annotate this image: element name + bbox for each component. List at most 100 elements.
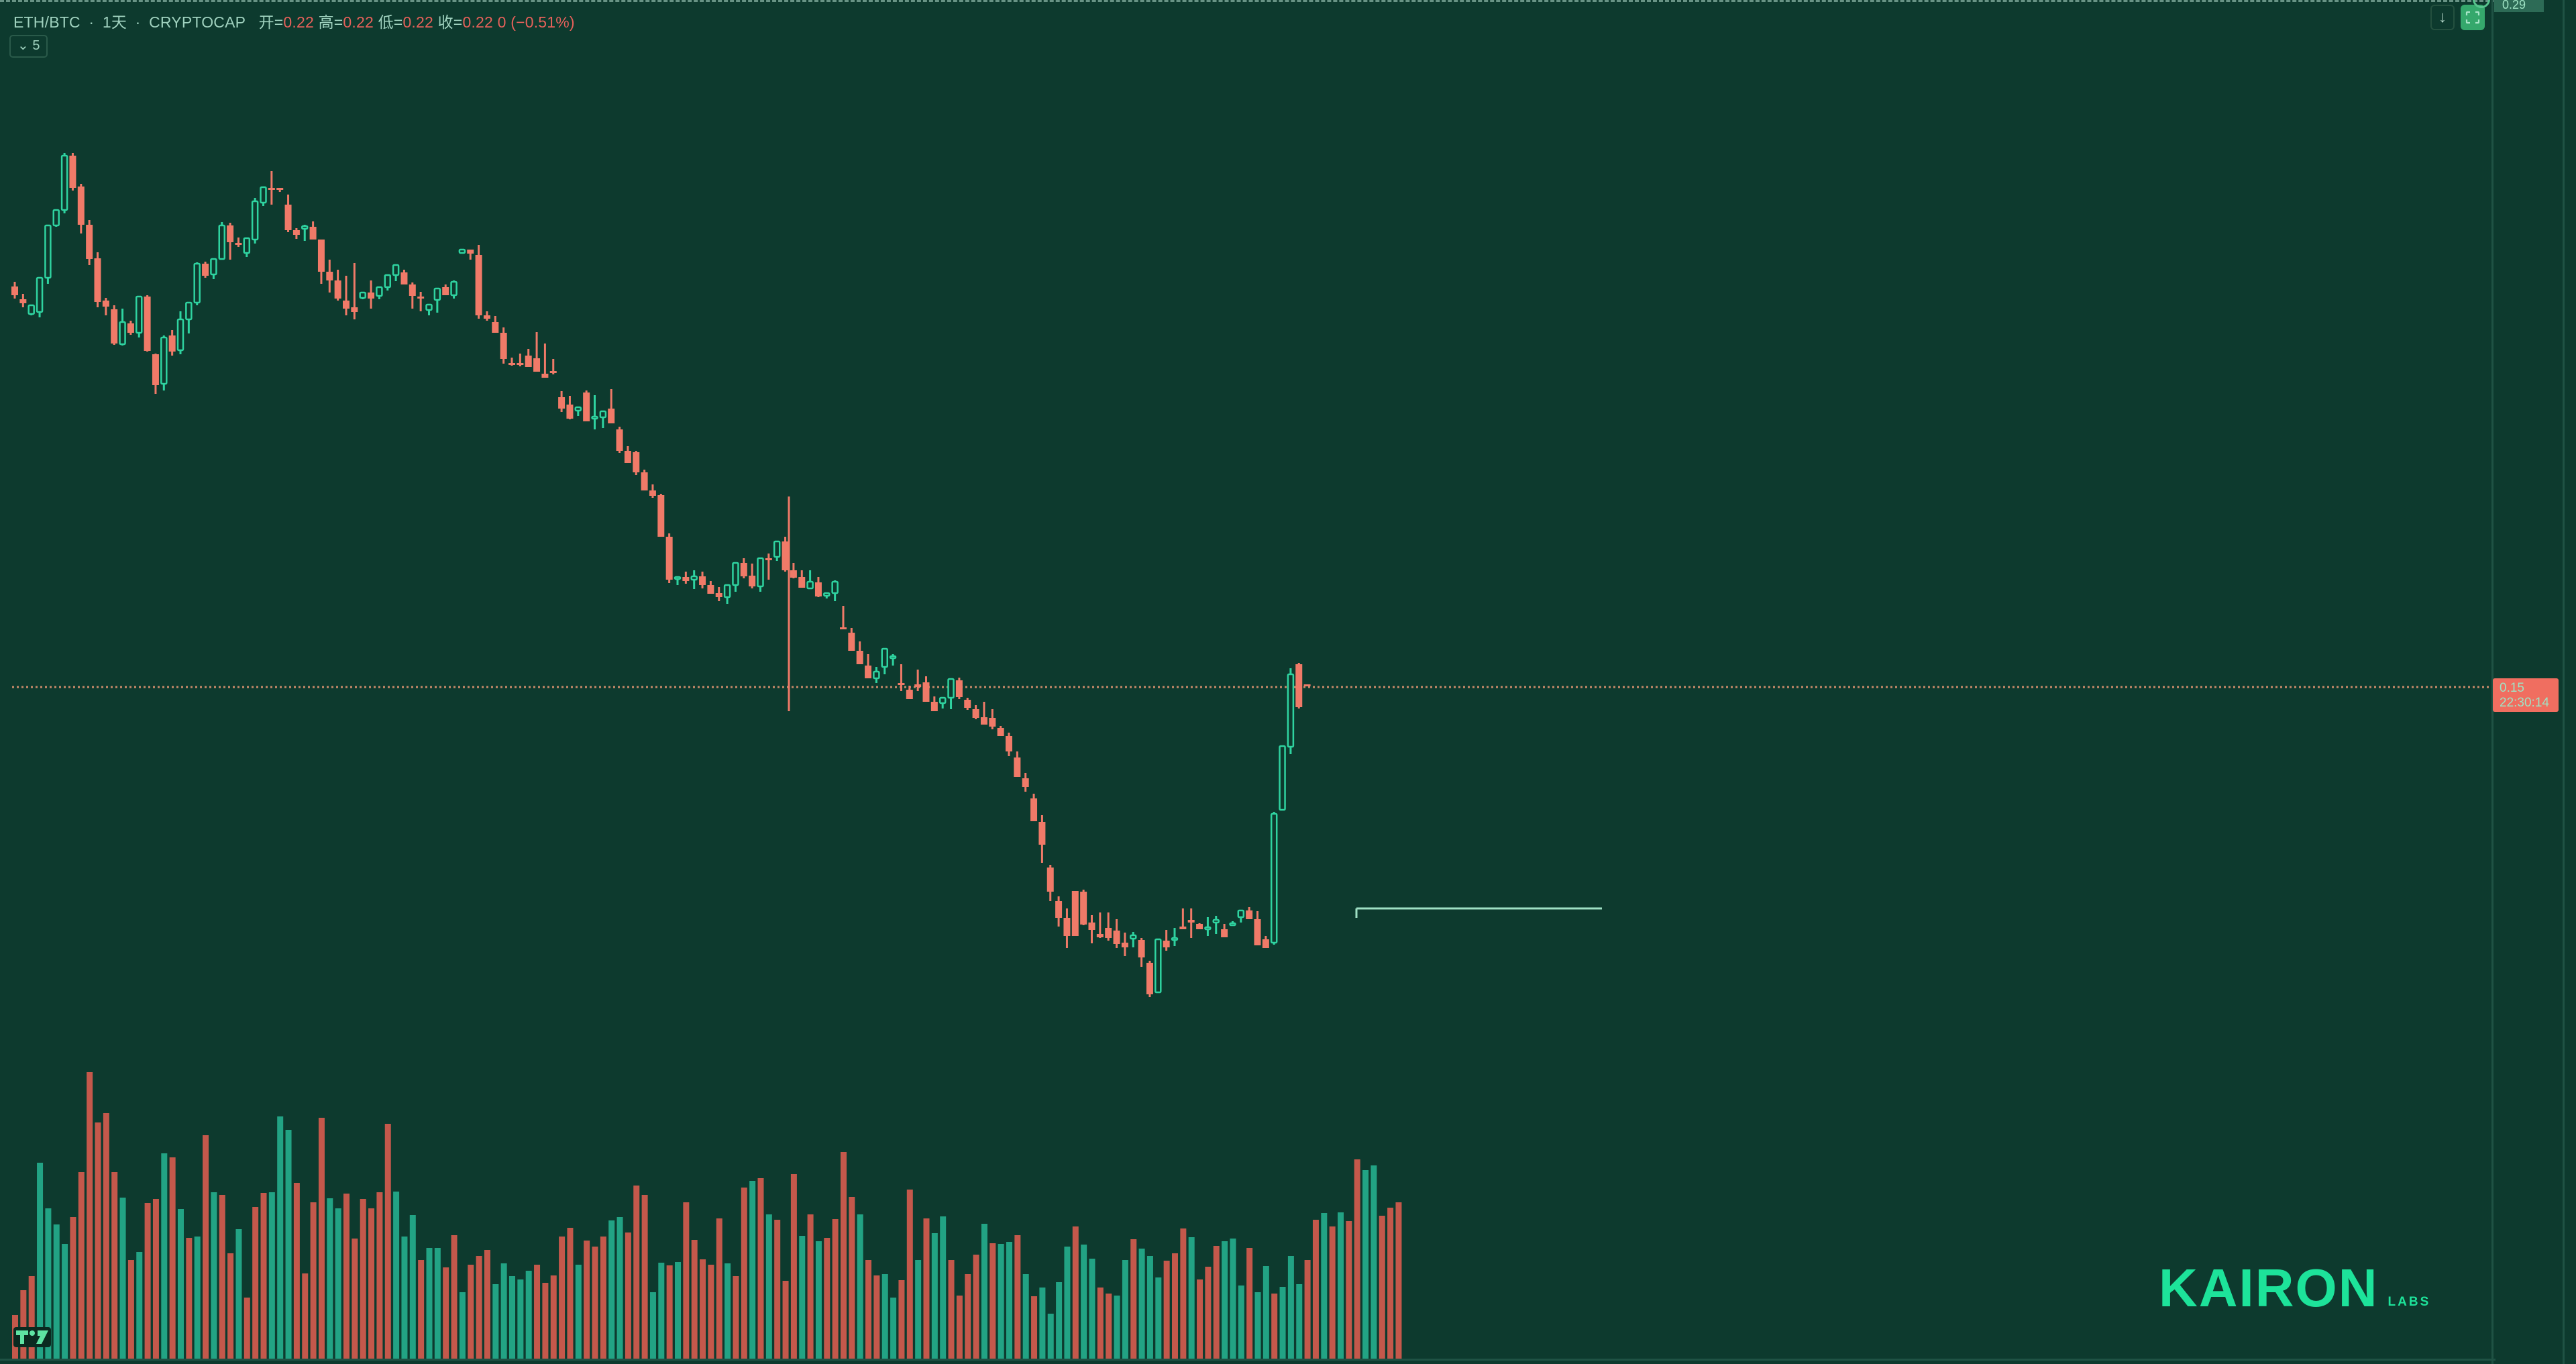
- candle-up: [674, 576, 682, 580]
- candle-down: [368, 293, 375, 299]
- candle-up: [433, 287, 441, 301]
- volume-bar: [277, 1116, 284, 1361]
- volume-bar: [53, 1224, 60, 1361]
- volume-bar: [252, 1207, 259, 1361]
- volume-bar: [1254, 1292, 1261, 1361]
- candle-down: [1163, 941, 1170, 947]
- volume-bar: [1287, 1256, 1294, 1361]
- volume-bar: [1081, 1245, 1087, 1361]
- volume-bar: [724, 1263, 731, 1361]
- candle-down: [94, 258, 101, 302]
- volume-bar: [1354, 1159, 1360, 1361]
- candle-down: [475, 255, 482, 315]
- candle-down: [549, 371, 557, 373]
- volume-bar: [1346, 1221, 1352, 1361]
- volume-bar: [144, 1203, 151, 1361]
- candle-down: [865, 666, 872, 678]
- candle-up: [251, 200, 259, 241]
- volume-bar: [716, 1218, 722, 1361]
- candle-up: [260, 186, 267, 204]
- volume-bar: [211, 1192, 217, 1361]
- volume-bar: [849, 1197, 855, 1361]
- candle-up: [889, 655, 897, 660]
- volume-bar: [832, 1219, 839, 1361]
- candle-up: [136, 295, 143, 334]
- volume-bar: [1039, 1288, 1046, 1361]
- volume-bar: [575, 1265, 582, 1361]
- symbol[interactable]: ETH/BTC: [13, 13, 80, 31]
- candle-down: [1146, 963, 1153, 994]
- volume-bar: [443, 1267, 449, 1361]
- candle-up: [450, 280, 458, 297]
- candle-down: [1088, 923, 1095, 930]
- open-label: 开=: [258, 13, 284, 31]
- source: CRYPTOCAP: [149, 13, 246, 31]
- volume-bar: [401, 1237, 408, 1361]
- candle-down: [1006, 736, 1012, 751]
- volume-bar: [1371, 1165, 1377, 1361]
- candle-down: [930, 702, 938, 711]
- volume-bar: [500, 1263, 507, 1361]
- volume-bar: [649, 1292, 656, 1361]
- scroll-to-latest-button[interactable]: ↓: [2430, 5, 2455, 30]
- volume-bar: [78, 1172, 85, 1361]
- candle-down: [657, 495, 665, 537]
- fullscreen-button[interactable]: [2461, 5, 2485, 30]
- candle-down: [525, 356, 532, 367]
- candle-down: [276, 188, 284, 190]
- volume-bar: [1180, 1228, 1187, 1361]
- candle-up: [193, 262, 201, 304]
- volume-bar: [1089, 1259, 1095, 1361]
- current-price: 0.15: [2500, 681, 2524, 695]
- volume-bar: [525, 1271, 532, 1361]
- interval[interactable]: 1天: [102, 13, 127, 31]
- candle-down: [1038, 822, 1046, 845]
- indicators-toggle-button[interactable]: ⌄ 5: [9, 35, 48, 58]
- tradingview-logo-icon[interactable]: [13, 1327, 51, 1347]
- volume-bar: [675, 1262, 681, 1361]
- top-dashed-border: [0, 0, 2496, 4]
- candle-down: [1295, 664, 1303, 707]
- candle-up: [28, 304, 35, 315]
- volume-bar: [1362, 1170, 1369, 1361]
- candle-up: [823, 592, 830, 597]
- price-axis-edge[interactable]: [2563, 0, 2565, 1364]
- volume-bar: [1146, 1256, 1153, 1361]
- volume-bar: [641, 1195, 648, 1361]
- volume-bar: [1379, 1216, 1385, 1361]
- volume-bar: [1031, 1296, 1038, 1361]
- candle-up: [873, 670, 880, 680]
- candle-down: [922, 682, 930, 702]
- volume-bar: [1329, 1226, 1336, 1361]
- volume-bar: [1163, 1261, 1170, 1361]
- volume-bar: [1114, 1296, 1120, 1361]
- candle-up: [218, 224, 225, 260]
- volume-bar: [152, 1199, 159, 1361]
- volume-bar: [592, 1247, 598, 1361]
- candle-down: [558, 397, 566, 409]
- candle-down: [980, 717, 987, 725]
- volume-bar: [1188, 1237, 1195, 1361]
- volume-bar: [393, 1192, 400, 1361]
- volume-bar: [384, 1124, 391, 1361]
- volume-bar: [1130, 1239, 1137, 1361]
- volume-bar: [318, 1118, 325, 1361]
- candle-down: [1046, 868, 1054, 892]
- candle-up: [881, 647, 888, 668]
- chevron-down-icon: ⌄: [17, 38, 29, 53]
- candle-down: [1221, 929, 1228, 937]
- volume-bar: [906, 1190, 913, 1361]
- candle-up: [1155, 938, 1162, 994]
- volume-bar: [1097, 1288, 1104, 1361]
- volume-bar: [965, 1274, 971, 1361]
- volume-bar: [268, 1192, 275, 1361]
- candle-up: [210, 258, 217, 276]
- volume-bar: [683, 1202, 690, 1361]
- volume-bar: [1387, 1208, 1394, 1361]
- volume-bar: [873, 1275, 880, 1361]
- candle-down: [1113, 931, 1120, 944]
- volume-bar: [235, 1229, 242, 1361]
- candle-up: [359, 291, 366, 299]
- candle-down: [334, 280, 341, 299]
